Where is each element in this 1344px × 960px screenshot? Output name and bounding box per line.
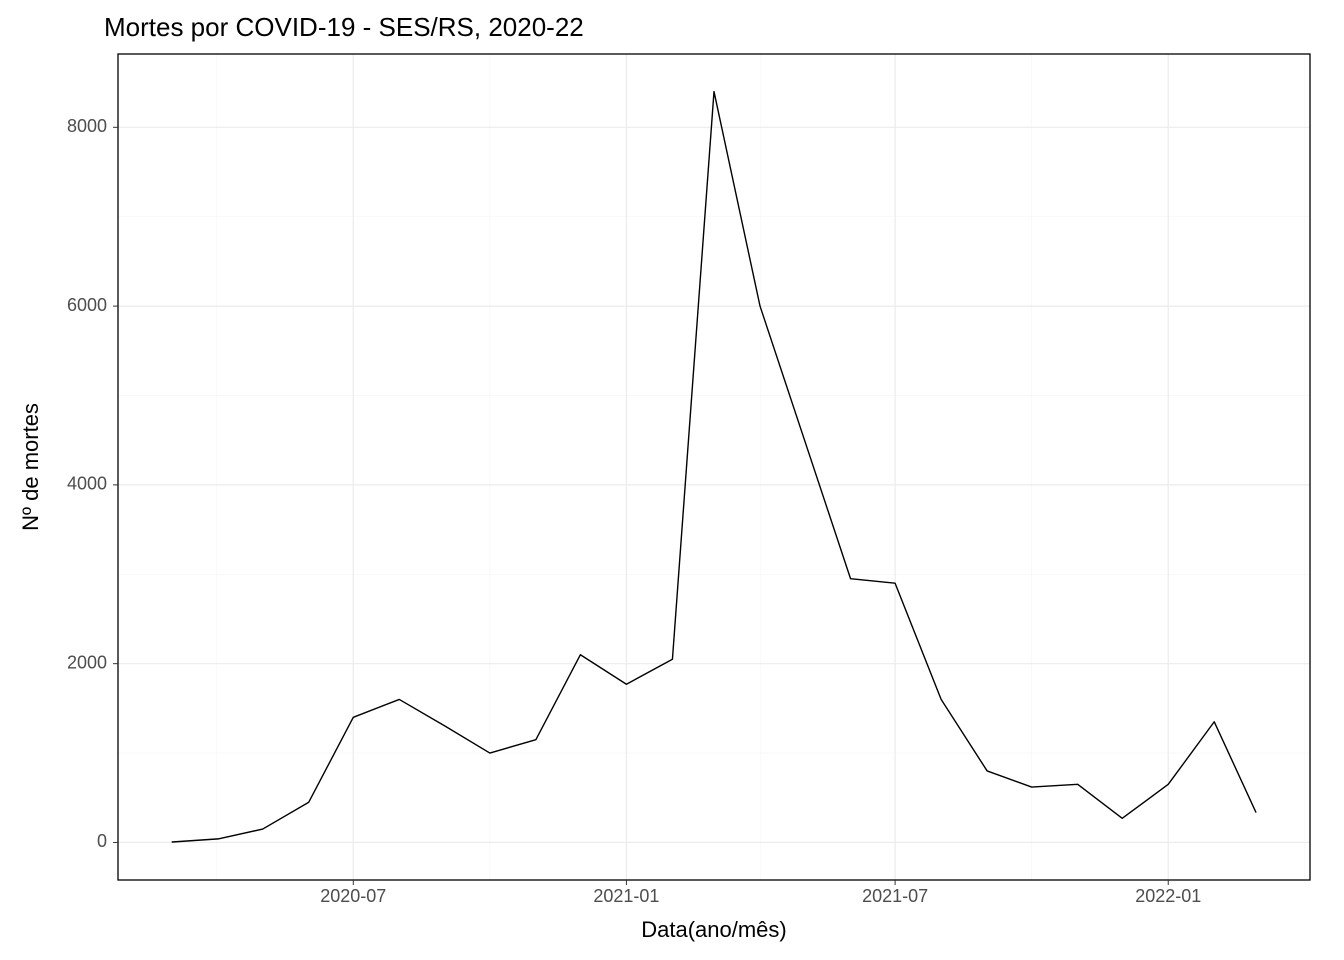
y-tick-label: 4000 bbox=[67, 474, 107, 494]
x-tick-label: 2021-01 bbox=[593, 886, 659, 906]
x-tick-label: 2020-07 bbox=[320, 886, 386, 906]
line-chart: 0 2000 4000 6000 8000 2020-07 2021-01 2021-07 20… bbox=[0, 0, 1344, 960]
y-tick-label: 0 bbox=[97, 831, 107, 851]
x-axis-label: Data(ano/mês) bbox=[641, 917, 787, 942]
y-tick-label: 6000 bbox=[67, 295, 107, 315]
chart-title: Mortes por COVID-19 - SES/RS, 2020-22 bbox=[104, 12, 584, 43]
x-tick-label: 2022-01 bbox=[1135, 886, 1201, 906]
x-tick-label: 2021-07 bbox=[862, 886, 928, 906]
y-axis-label: Nº de mortes bbox=[18, 403, 43, 531]
chart-container: Mortes por COVID-19 - SES/RS, 2020-22 0 2… bbox=[0, 0, 1344, 960]
y-tick-label: 8000 bbox=[67, 116, 107, 136]
y-tick-label: 2000 bbox=[67, 652, 107, 672]
